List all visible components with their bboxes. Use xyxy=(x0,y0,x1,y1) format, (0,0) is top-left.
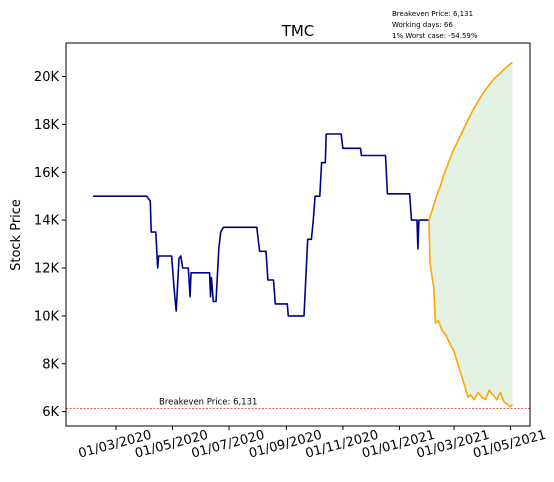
forecast-lower-series-line xyxy=(428,220,514,408)
y-axis-label: Stock Price xyxy=(9,199,24,271)
info-breakeven-price: Breakeven Price: 6,131 xyxy=(392,10,473,18)
y-tick-label: 16K xyxy=(34,166,60,181)
history-series-line xyxy=(92,133,429,317)
y-tick-label: 12K xyxy=(34,262,60,277)
y-tick-label: 8K xyxy=(42,357,59,372)
info-working-days: Working days: 66 xyxy=(392,21,453,29)
axes-frame xyxy=(65,42,531,427)
plot-area xyxy=(92,61,514,408)
info-box: Breakeven Price: 6,131 Working days: 66 … xyxy=(392,10,478,40)
forecast-band xyxy=(429,62,513,407)
info-worst-case: 1% Worst case: -54.59% xyxy=(392,32,478,40)
breakeven-group: Breakeven Price: 6,131 xyxy=(66,398,530,409)
y-tick-label: 18K xyxy=(34,118,60,133)
forecast-upper-series-line xyxy=(428,61,513,221)
y-tick-label: 6K xyxy=(42,405,59,420)
breakeven-label: Breakeven Price: 6,131 xyxy=(159,398,257,408)
chart-title: TMC xyxy=(281,22,315,40)
axes-group xyxy=(65,42,531,427)
y-tick-label: 10K xyxy=(34,309,60,324)
y-tick-label: 14K xyxy=(34,214,60,229)
y-tick-label: 20K xyxy=(34,70,60,85)
